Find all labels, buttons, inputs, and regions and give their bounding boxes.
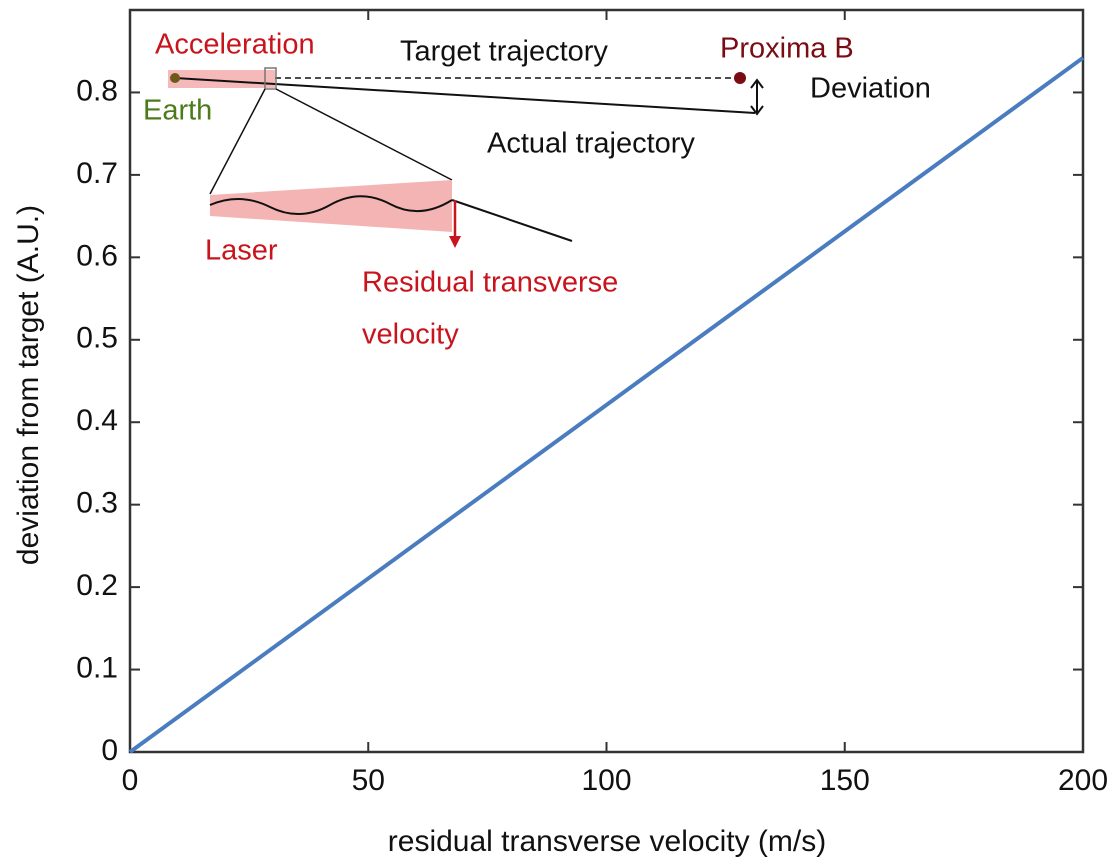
zoom-line bbox=[276, 89, 452, 180]
y-axis-label: deviation from target (A.U.) bbox=[12, 205, 45, 565]
y-tick-label: 0 bbox=[101, 734, 118, 767]
velocity-arrowhead bbox=[449, 236, 461, 248]
y-tick-label: 0.3 bbox=[76, 487, 118, 520]
y-tick-label: 0.2 bbox=[76, 569, 118, 602]
y-tick-label: 0.7 bbox=[76, 157, 118, 190]
y-tick-label: 0.1 bbox=[76, 651, 118, 684]
earth-dot bbox=[170, 73, 180, 83]
data-line bbox=[130, 58, 1083, 752]
x-axis-label: residual transverse velocity (m/s) bbox=[388, 825, 826, 858]
chart: Acceleration Target trajectory Proxima B… bbox=[0, 0, 1120, 863]
sail-exit bbox=[452, 200, 572, 241]
annotation: Laser bbox=[205, 235, 278, 267]
y-tick-label: 0.5 bbox=[76, 322, 118, 355]
annotation: Proxima B bbox=[720, 33, 854, 65]
laser-beam bbox=[210, 180, 452, 232]
annotation: Residual transverse bbox=[362, 267, 618, 299]
proxima-dot bbox=[734, 72, 746, 84]
x-tick-label: 0 bbox=[122, 764, 139, 797]
zoom-line bbox=[210, 89, 265, 194]
plot-frame bbox=[130, 10, 1083, 752]
annotation: Acceleration bbox=[155, 29, 315, 61]
y-tick-label: 0.6 bbox=[76, 239, 118, 272]
annotation: Deviation bbox=[810, 73, 931, 105]
annotation: Actual trajectory bbox=[487, 128, 695, 160]
annotation: Earth bbox=[143, 95, 212, 127]
x-tick-label: 50 bbox=[352, 764, 385, 797]
y-tick-label: 0.8 bbox=[76, 74, 118, 107]
y-tick-label: 0.4 bbox=[76, 404, 118, 437]
x-tick-label: 150 bbox=[820, 764, 870, 797]
x-tick-label: 100 bbox=[581, 764, 631, 797]
annotation: velocity bbox=[362, 319, 459, 351]
annotation: Target trajectory bbox=[400, 36, 608, 68]
x-tick-label: 200 bbox=[1058, 764, 1108, 797]
